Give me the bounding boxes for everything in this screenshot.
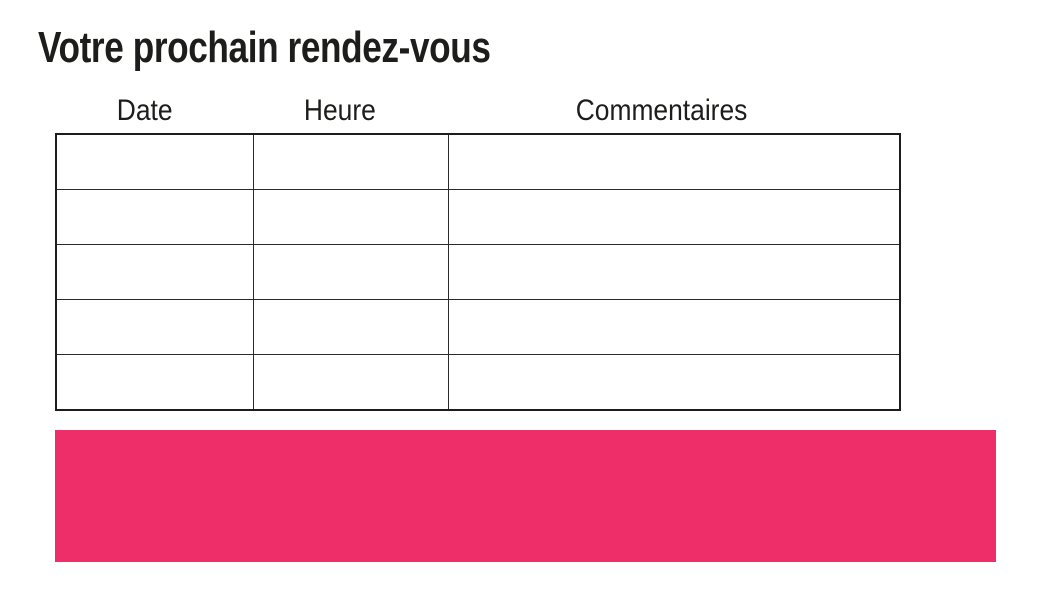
column-header-commentaires-label: Commentaires (576, 94, 748, 127)
table-row (55, 354, 901, 411)
table-cell-date (55, 133, 254, 190)
table-cell-commentaires (448, 299, 901, 355)
column-header-date-label: Date (117, 94, 173, 127)
appointments-table (55, 133, 901, 411)
table-cell-date (55, 354, 254, 411)
highlight-banner (55, 430, 996, 562)
table-cell-date (55, 244, 254, 300)
table-cell-date (55, 299, 254, 355)
table-row (55, 189, 901, 245)
column-header-commentaires: Commentaires (437, 90, 887, 128)
table-header-row: Date Heure Commentaires (47, 90, 887, 128)
table-row (55, 244, 901, 300)
column-header-date: Date (47, 90, 243, 128)
table-row (55, 133, 901, 190)
column-header-heure-label: Heure (304, 94, 376, 127)
table-cell-commentaires (448, 244, 901, 300)
table-cell-heure (253, 189, 449, 245)
page-title: Votre prochain rendez-vous (38, 23, 491, 72)
table-cell-heure (253, 133, 449, 190)
table-cell-commentaires (448, 354, 901, 411)
table-cell-heure (253, 354, 449, 411)
column-header-heure: Heure (243, 90, 437, 128)
table-cell-commentaires (448, 189, 901, 245)
table-cell-date (55, 189, 254, 245)
table-cell-heure (253, 244, 449, 300)
table-cell-commentaires (448, 133, 901, 190)
table-row (55, 299, 901, 355)
table-cell-heure (253, 299, 449, 355)
